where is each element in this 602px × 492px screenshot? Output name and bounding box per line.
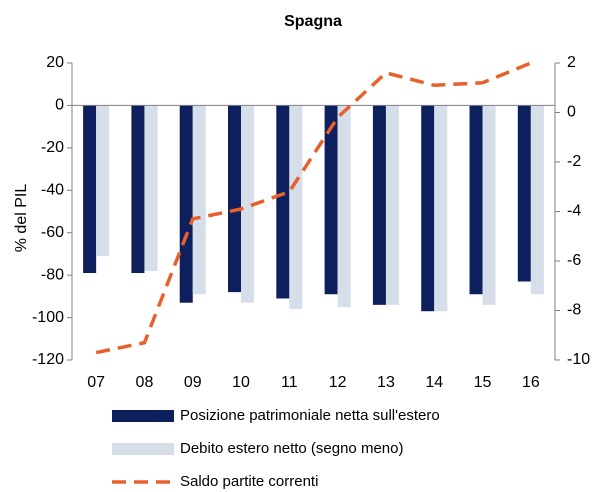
y-tick-label: -100 xyxy=(32,309,64,326)
bar xyxy=(421,105,435,312)
x-tick-label: 12 xyxy=(329,374,347,391)
x-tick-label: 10 xyxy=(232,374,250,391)
y2-tick-label: -2 xyxy=(567,153,581,170)
x-tick-label: 09 xyxy=(184,374,202,391)
chart-title: Spagna xyxy=(284,13,342,30)
line-series xyxy=(95,61,532,355)
y-tick-label: -40 xyxy=(41,182,64,199)
bar xyxy=(228,105,242,293)
y-tick-label: -120 xyxy=(32,351,64,368)
legend-label: Posizione patrimoniale netta sull'estero xyxy=(180,407,440,424)
bar xyxy=(517,105,531,282)
x-tick-label: 11 xyxy=(281,374,298,391)
x-tick-label: 08 xyxy=(136,374,154,391)
bar xyxy=(276,105,290,299)
y2-tick-label: 2 xyxy=(567,54,576,71)
x-tick-label: 14 xyxy=(425,374,443,391)
bar xyxy=(372,105,386,305)
bar xyxy=(324,105,338,295)
bar xyxy=(241,105,255,303)
y-axis-label: % del PIL xyxy=(13,184,30,253)
x-tick-label: 15 xyxy=(474,374,492,391)
y-tick-label: -80 xyxy=(41,266,64,283)
y2-tick-label: -8 xyxy=(567,302,581,319)
x-tick-label: 07 xyxy=(87,374,105,391)
x-tick-label: 16 xyxy=(522,374,540,391)
bar xyxy=(469,105,483,295)
y-tick-label: -20 xyxy=(41,139,64,156)
legend-label: Saldo partite correnti xyxy=(180,473,318,490)
bar xyxy=(179,105,193,303)
bar xyxy=(131,105,145,274)
legend-swatch xyxy=(112,410,174,422)
bar xyxy=(482,105,496,305)
y2-tick-label: 0 xyxy=(567,104,576,121)
bar xyxy=(289,105,303,310)
bar xyxy=(144,105,158,271)
bar xyxy=(434,105,448,312)
bar xyxy=(530,105,544,295)
bar xyxy=(96,105,110,257)
x-tick-label: 13 xyxy=(377,374,395,391)
bar xyxy=(83,105,97,274)
y-tick-label: -60 xyxy=(41,224,64,241)
y2-tick-label: -6 xyxy=(567,252,581,269)
y-tick-label: 0 xyxy=(55,97,64,114)
y2-tick-label: -4 xyxy=(567,203,581,220)
bar xyxy=(192,105,206,295)
y2-tick-label: -10 xyxy=(567,351,590,368)
bar xyxy=(385,105,399,305)
legend-label: Debito estero netto (segno meno) xyxy=(180,440,403,457)
legend-swatch xyxy=(112,443,174,455)
y-tick-label: 20 xyxy=(46,54,64,71)
bar xyxy=(337,105,351,307)
